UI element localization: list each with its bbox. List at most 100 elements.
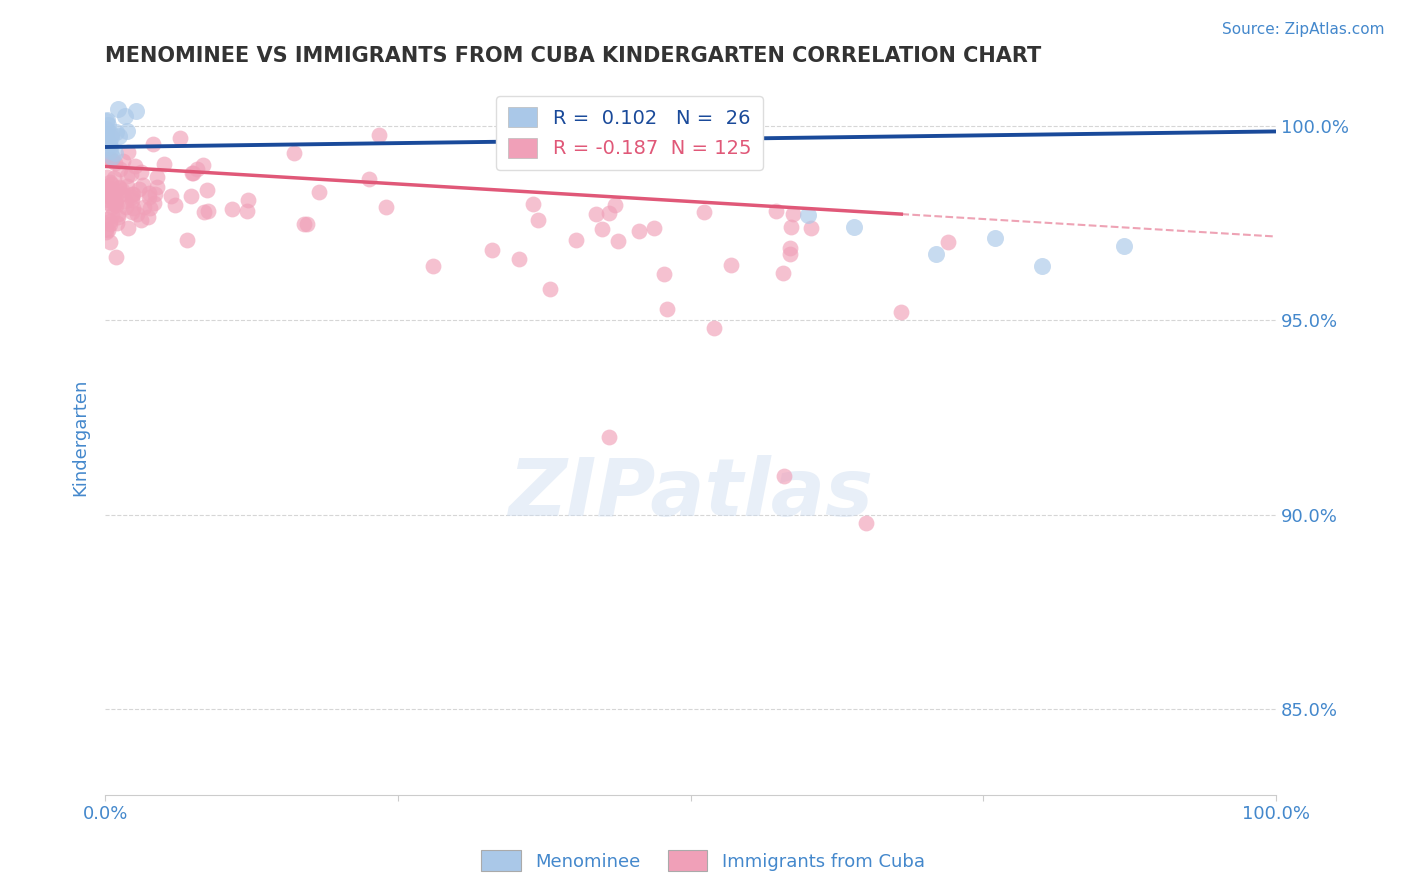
Point — [103, 171, 125, 186]
Point — [132, 200, 155, 214]
Point — [115, 179, 138, 194]
Point — [984, 231, 1007, 245]
Point — [657, 301, 679, 316]
Point — [128, 182, 150, 196]
Point — [104, 194, 127, 208]
Point — [375, 200, 398, 214]
Point — [104, 126, 127, 140]
Point — [103, 145, 125, 160]
Y-axis label: Kindergarten: Kindergarten — [72, 378, 89, 496]
Point — [108, 181, 131, 195]
Point — [96, 225, 118, 239]
Point — [522, 197, 544, 211]
Point — [98, 144, 121, 158]
Point — [115, 124, 138, 138]
Point — [138, 210, 160, 224]
Point — [100, 181, 122, 195]
Point — [97, 223, 120, 237]
Legend: Menominee, Immigrants from Cuba: Menominee, Immigrants from Cuba — [474, 843, 932, 879]
Point — [104, 156, 127, 170]
Point — [100, 201, 122, 215]
Point — [772, 266, 794, 280]
Point — [107, 180, 129, 194]
Point — [146, 170, 169, 185]
Point — [598, 430, 620, 444]
Point — [114, 109, 136, 123]
Point — [96, 189, 118, 203]
Point — [96, 221, 118, 235]
Point — [176, 234, 198, 248]
Point — [115, 200, 138, 214]
Point — [197, 203, 219, 218]
Point — [855, 516, 877, 530]
Point — [100, 189, 122, 203]
Point — [186, 161, 208, 176]
Point — [121, 187, 143, 202]
Point — [96, 180, 118, 194]
Point — [139, 201, 162, 215]
Point — [104, 250, 127, 264]
Point — [292, 217, 315, 231]
Point — [96, 112, 118, 127]
Point — [780, 219, 803, 234]
Point — [96, 186, 118, 201]
Point — [111, 183, 134, 197]
Point — [97, 196, 120, 211]
Point — [96, 169, 118, 184]
Point — [103, 196, 125, 211]
Point — [107, 128, 129, 143]
Point — [100, 177, 122, 191]
Point — [97, 136, 120, 150]
Text: MENOMINEE VS IMMIGRANTS FROM CUBA KINDERGARTEN CORRELATION CHART: MENOMINEE VS IMMIGRANTS FROM CUBA KINDER… — [105, 46, 1042, 66]
Point — [720, 258, 742, 272]
Point — [98, 136, 121, 150]
Point — [565, 233, 588, 247]
Point — [607, 234, 630, 248]
Point — [283, 146, 305, 161]
Point — [585, 207, 607, 221]
Text: Source: ZipAtlas.com: Source: ZipAtlas.com — [1222, 22, 1385, 37]
Point — [197, 183, 219, 197]
Point — [117, 145, 139, 159]
Point — [98, 214, 121, 228]
Point — [96, 129, 118, 144]
Point — [115, 169, 138, 184]
Point — [121, 201, 143, 215]
Point — [107, 210, 129, 224]
Point — [165, 198, 187, 212]
Point — [180, 188, 202, 202]
Text: ZIPatlas: ZIPatlas — [508, 455, 873, 533]
Point — [125, 104, 148, 119]
Point — [153, 157, 176, 171]
Point — [193, 157, 215, 171]
Point — [295, 217, 318, 231]
Point — [107, 102, 129, 116]
Point — [121, 190, 143, 204]
Point — [481, 243, 503, 257]
Point — [129, 213, 152, 227]
Point — [422, 259, 444, 273]
Point — [125, 207, 148, 221]
Point — [1031, 259, 1053, 273]
Point — [598, 206, 620, 220]
Point — [100, 130, 122, 145]
Point — [138, 190, 160, 204]
Point — [627, 224, 650, 238]
Point — [98, 217, 121, 231]
Point — [98, 175, 121, 189]
Point — [104, 195, 127, 210]
Point — [160, 189, 183, 203]
Point — [138, 186, 160, 201]
Point — [100, 208, 122, 222]
Point — [142, 137, 165, 152]
Point — [367, 128, 389, 142]
Point — [181, 166, 204, 180]
Point — [97, 119, 120, 133]
Point — [693, 205, 716, 219]
Point — [98, 188, 121, 202]
Point — [890, 305, 912, 319]
Point — [142, 196, 165, 211]
Point — [98, 139, 121, 153]
Point — [121, 204, 143, 219]
Point — [117, 221, 139, 235]
